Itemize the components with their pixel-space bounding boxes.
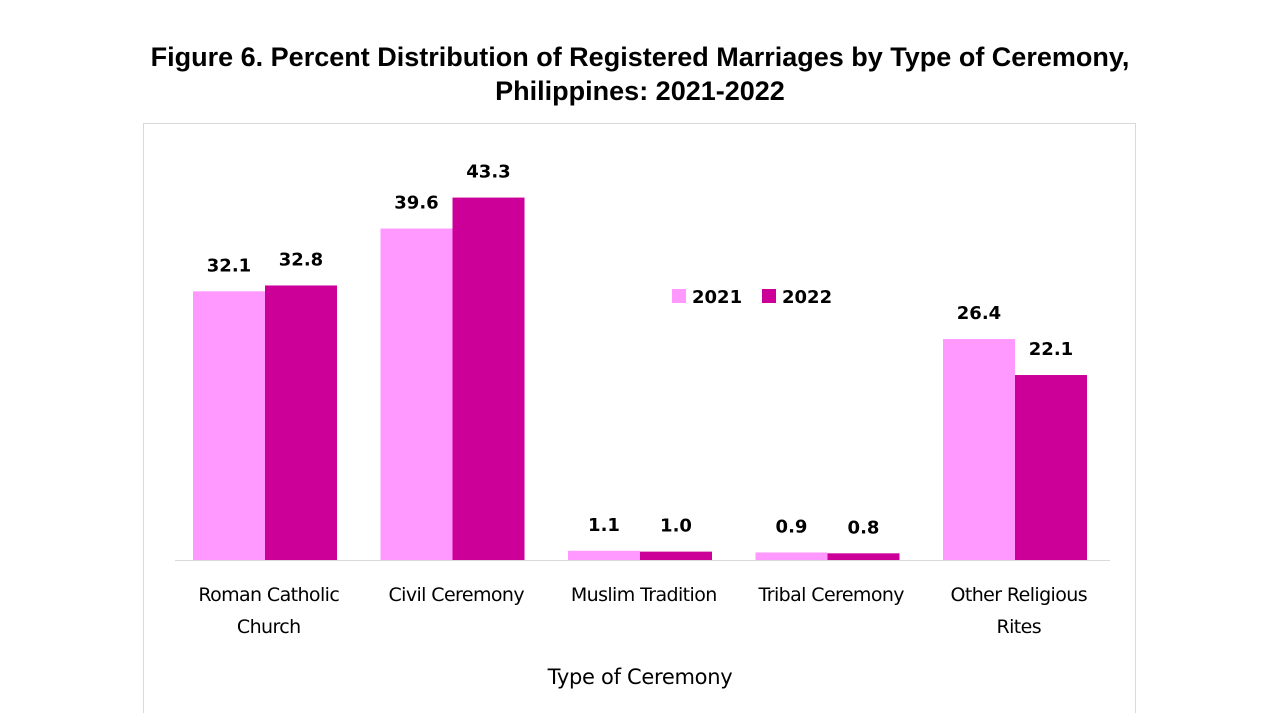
chart-title-line1: Figure 6. Percent Distribution of Regist… (150, 42, 1130, 72)
bar-2022-2 (640, 551, 712, 560)
category-label-3-0: Tribal Ceremony (758, 584, 905, 606)
data-label-2022-2: 1.0 (660, 516, 692, 537)
bar-2021-0 (193, 291, 265, 560)
legend: 2021 2022 (672, 287, 832, 308)
data-label-2021-0: 32.1 (207, 255, 251, 276)
data-label-2022-1: 43.3 (466, 162, 510, 183)
chart-frame (143, 123, 1136, 713)
data-label-2021-3: 0.9 (776, 516, 808, 537)
bar-2021-1 (380, 228, 453, 560)
data-label-2022-3: 0.8 (848, 517, 880, 538)
legend-label-2022: 2022 (782, 287, 832, 308)
chart-subtitle: Philippines: 2021-2022 (495, 76, 785, 106)
data-label-2021-1: 39.6 (394, 193, 438, 214)
chart-title: Figure 6. Percent Distribution of Regist… (0, 40, 1280, 108)
legend-swatch-2022 (762, 289, 776, 303)
data-label-2021-4: 26.4 (957, 303, 1001, 324)
data-label-2021-2: 1.1 (588, 515, 620, 536)
bar-2022-1 (452, 197, 525, 561)
category-label-4-1: Rites (996, 616, 1041, 638)
bar-2021-4 (943, 339, 1015, 560)
category-label-0-1: Church (237, 616, 301, 638)
bar-2021-2 (568, 550, 640, 560)
legend-label-2021: 2021 (692, 287, 742, 308)
bar-2022-3 (827, 553, 900, 560)
category-label-1-0: Civil Ceremony (389, 584, 525, 606)
bar-2022-4 (1015, 375, 1087, 560)
category-label-0-0: Roman Catholic (198, 584, 339, 606)
category-label-4-0: Other Religious (951, 584, 1088, 606)
legend-swatch-2021 (672, 289, 686, 303)
data-label-2022-4: 22.1 (1029, 339, 1073, 360)
bar-2022-0 (265, 285, 337, 560)
bar-2021-3 (755, 552, 828, 560)
category-label-2-0: Muslim Tradition (571, 584, 717, 606)
data-label-2022-0: 32.8 (279, 249, 323, 270)
x-axis-title: Type of Ceremony (547, 665, 733, 689)
